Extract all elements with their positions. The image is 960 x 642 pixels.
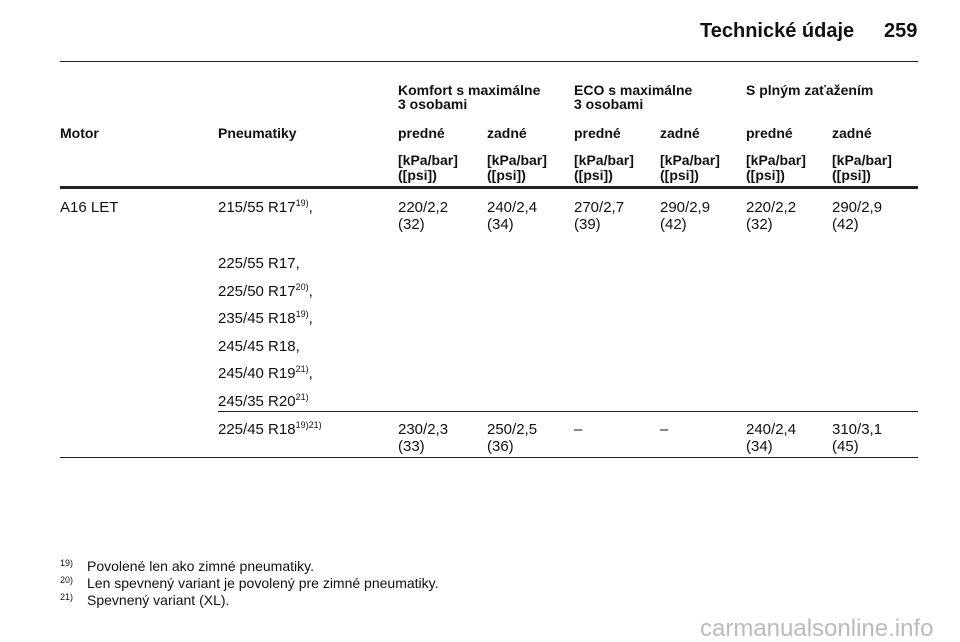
footnote-ref: 21) bbox=[295, 364, 309, 374]
column-header: predné bbox=[398, 125, 445, 141]
group-header: 3 osobami bbox=[398, 96, 468, 112]
pressure: 230/2,3 bbox=[398, 421, 449, 438]
group-header: Komfort s maximálne bbox=[398, 82, 541, 98]
tire-size: 245/35 R20 bbox=[218, 392, 296, 410]
pressure: 270/2,7 bbox=[574, 199, 625, 216]
tire-size: 235/45 R18 bbox=[218, 310, 296, 327]
rule bbox=[218, 411, 918, 412]
group-header: 3 osobami bbox=[574, 96, 644, 112]
footnote-mark: 21) bbox=[60, 592, 74, 602]
unit-label: [kPa/bar] bbox=[574, 152, 634, 168]
unit-label: ([psi]) bbox=[832, 167, 871, 183]
group-header: ECO s maximálne bbox=[574, 82, 693, 98]
watermark: carmanualsonline.info bbox=[700, 615, 934, 642]
pressure: (34) bbox=[487, 216, 514, 233]
pressure: 290/2,9 bbox=[660, 199, 711, 216]
tire: 245/45 R18, bbox=[218, 337, 300, 355]
column-header: predné bbox=[574, 125, 621, 141]
column-header: Pneumatiky bbox=[218, 125, 297, 141]
footnote-text: Povolené len ako zimné pneumatiky. bbox=[87, 558, 314, 574]
tire: 225/50 R1720), bbox=[218, 281, 313, 300]
pressure: 250/2,5 bbox=[487, 421, 538, 438]
pressure: (45) bbox=[832, 438, 859, 455]
pressure: (32) bbox=[746, 216, 773, 233]
pressure: (42) bbox=[660, 216, 687, 233]
footnote-ref: 19) bbox=[295, 198, 309, 208]
pressure: – bbox=[574, 421, 583, 438]
unit-label: [kPa/bar] bbox=[832, 152, 892, 168]
footnote-ref: 19)21) bbox=[295, 420, 322, 430]
column-header: predné bbox=[746, 125, 793, 141]
rule bbox=[60, 61, 918, 62]
pressure: 220/2,2 bbox=[398, 199, 449, 216]
tire-size: 225/55 R17, bbox=[218, 255, 300, 272]
motor: A16 LET bbox=[60, 199, 119, 216]
column-header: Motor bbox=[60, 125, 99, 141]
unit-label: ([psi]) bbox=[746, 167, 785, 183]
footnote-ref: 20) bbox=[295, 281, 309, 292]
page-title: Technické údaje bbox=[700, 20, 855, 42]
unit-label: ([psi]) bbox=[487, 167, 526, 183]
tire: 225/55 R17, bbox=[218, 256, 300, 272]
footnote-text: Len spevnený variant je povolený pre zim… bbox=[87, 575, 439, 591]
pressure: – bbox=[660, 421, 669, 438]
unit-label: ([psi]) bbox=[660, 167, 699, 183]
tire: 245/40 R1921), bbox=[218, 364, 313, 382]
pressure: (34) bbox=[746, 438, 773, 455]
tire-size: 215/55 R17 bbox=[218, 199, 296, 216]
footnote-mark: 19) bbox=[60, 558, 74, 568]
tire-size: 225/50 R17 bbox=[218, 282, 296, 300]
punctuation: , bbox=[308, 365, 313, 382]
tire: 215/55 R1719), bbox=[218, 198, 313, 216]
punctuation: , bbox=[308, 199, 313, 216]
punctuation: , bbox=[308, 282, 313, 300]
unit-label: ([psi]) bbox=[398, 167, 437, 183]
rule bbox=[60, 186, 918, 189]
page-number: 259 bbox=[884, 20, 918, 42]
pressure: (32) bbox=[398, 216, 425, 233]
footnote-mark: 20) bbox=[60, 575, 74, 585]
pressure: (36) bbox=[487, 438, 514, 455]
tire-size: 245/45 R18, bbox=[218, 337, 300, 355]
group-header: S plným zaťažením bbox=[746, 82, 874, 98]
unit-label: [kPa/bar] bbox=[660, 152, 720, 168]
pressure: (39) bbox=[574, 216, 601, 233]
unit-label: [kPa/bar] bbox=[487, 152, 547, 168]
column-header: zadné bbox=[832, 125, 872, 141]
column-header: zadné bbox=[487, 125, 527, 141]
unit-label: [kPa/bar] bbox=[398, 152, 458, 168]
footnote-ref: 21) bbox=[295, 391, 309, 402]
tire-size: 225/45 R18 bbox=[218, 421, 296, 438]
tire: 235/45 R1819), bbox=[218, 309, 313, 327]
pressure: (33) bbox=[398, 438, 425, 455]
pressure: (42) bbox=[832, 216, 859, 233]
footnote-ref: 19) bbox=[295, 309, 309, 319]
punctuation: , bbox=[308, 310, 313, 327]
tire: 245/35 R2021) bbox=[218, 391, 309, 410]
pressure: 310/3,1 bbox=[832, 421, 883, 438]
pressure: 220/2,2 bbox=[746, 199, 797, 216]
tire: 225/45 R1819)21) bbox=[218, 420, 322, 438]
column-header: zadné bbox=[660, 125, 700, 141]
pressure: 240/2,4 bbox=[746, 421, 797, 438]
footnote-text: Spevnený variant (XL). bbox=[87, 592, 230, 608]
rule bbox=[60, 457, 918, 458]
unit-label: [kPa/bar] bbox=[746, 152, 806, 168]
tire-size: 245/40 R19 bbox=[218, 365, 296, 382]
pressure: 240/2,4 bbox=[487, 199, 538, 216]
unit-label: ([psi]) bbox=[574, 167, 613, 183]
pressure: 290/2,9 bbox=[832, 199, 883, 216]
